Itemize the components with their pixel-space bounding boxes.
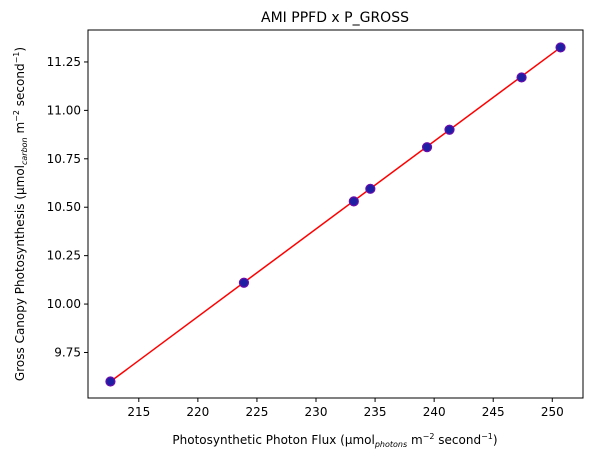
- data-point: [105, 376, 116, 387]
- x-tick-label: 235: [364, 405, 387, 419]
- data-point: [365, 183, 376, 194]
- y-tick-label: 11.00: [47, 103, 81, 117]
- chart-title: AMI PPFD x P_GROSS: [261, 10, 409, 26]
- data-point: [444, 124, 455, 135]
- fit-line: [109, 46, 562, 383]
- y-axis-label: Gross Canopy Photosynthesis (µmolcarbon …: [12, 47, 29, 381]
- x-tick-label: 230: [305, 405, 328, 419]
- y-tick-label: 11.25: [47, 55, 81, 69]
- x-tick-label: 245: [482, 405, 505, 419]
- y-tick-label: 10.25: [47, 249, 81, 263]
- data-point: [348, 196, 359, 207]
- y-tick-label: 9.75: [54, 345, 81, 359]
- x-tick-label: 225: [245, 405, 268, 419]
- data-point: [516, 72, 527, 83]
- data-point: [555, 42, 566, 53]
- x-axis-label: Photosynthetic Photon Flux (µmolphotons …: [172, 432, 497, 449]
- x-tick-label: 250: [541, 405, 564, 419]
- x-tick-label: 220: [186, 405, 209, 419]
- data-point: [238, 277, 250, 288]
- x-tick-label: 215: [127, 405, 150, 419]
- y-tick-label: 10.50: [47, 200, 81, 214]
- x-tick-label: 240: [423, 405, 446, 419]
- data-point: [421, 142, 433, 153]
- y-tick-label: 10.00: [47, 297, 81, 311]
- plot-frame: [87, 29, 584, 399]
- y-tick-label: 10.75: [47, 152, 81, 166]
